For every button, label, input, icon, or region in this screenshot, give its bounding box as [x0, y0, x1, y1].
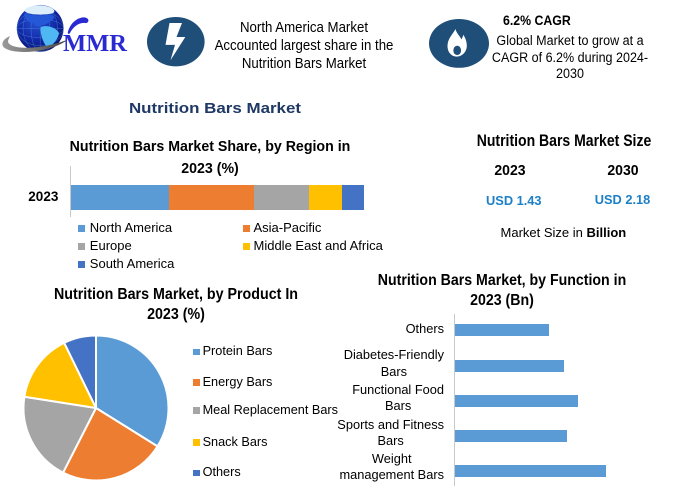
- svg-text:MMR: MMR: [63, 30, 127, 57]
